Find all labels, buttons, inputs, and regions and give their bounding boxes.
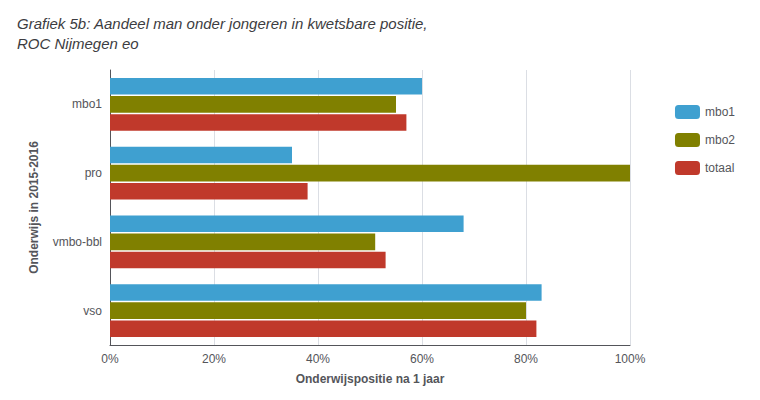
svg-text:60%: 60% xyxy=(410,352,434,366)
svg-text:Onderwijs in 2015-2016: Onderwijs in 2015-2016 xyxy=(27,141,41,274)
svg-text:ROC Nijmegen eo: ROC Nijmegen eo xyxy=(17,35,139,52)
svg-text:Grafiek 5b: Aandeel man onder: Grafiek 5b: Aandeel man onder jongeren i… xyxy=(17,15,428,32)
svg-text:Onderwijspositie na 1 jaar: Onderwijspositie na 1 jaar xyxy=(296,372,445,386)
svg-text:pro: pro xyxy=(85,166,103,180)
svg-text:totaal: totaal xyxy=(705,161,734,175)
svg-text:mbo1: mbo1 xyxy=(705,105,735,119)
svg-text:100%: 100% xyxy=(615,352,646,366)
svg-text:0%: 0% xyxy=(101,352,119,366)
svg-text:vso: vso xyxy=(83,304,102,318)
svg-text:20%: 20% xyxy=(202,352,226,366)
svg-text:80%: 80% xyxy=(514,352,538,366)
svg-text:mbo2: mbo2 xyxy=(705,133,735,147)
svg-text:40%: 40% xyxy=(306,352,330,366)
svg-text:mbo1: mbo1 xyxy=(72,97,102,111)
svg-text:vmbo-bbl: vmbo-bbl xyxy=(53,235,102,249)
